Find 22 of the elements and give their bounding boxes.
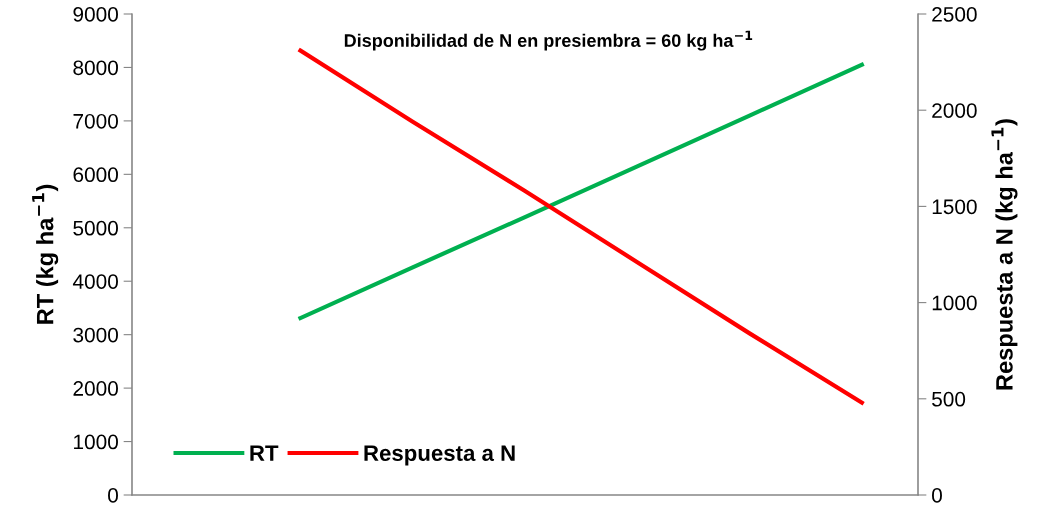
- legend-label: RT: [250, 445, 279, 461]
- y2-tick-label: 1500: [932, 199, 977, 215]
- y-tick-label: 1000: [74, 434, 118, 450]
- line-series: [298, 62, 864, 321]
- y2-tick-label: 1000: [932, 295, 977, 311]
- y-axis-title: RT (kg ha$^{−1}$): [32, 184, 59, 324]
- y-tick-label: 7000: [73, 113, 118, 129]
- y2-tick-label: 0: [932, 488, 942, 503]
- y-tick-label: 6000: [73, 167, 118, 183]
- y-tick-label: 0: [108, 488, 118, 503]
- y2-tick-label: 2500: [932, 7, 977, 22]
- legend-label: Respuesta a N: [364, 445, 515, 466]
- y-tick-label: 9000: [73, 7, 118, 22]
- y-tick-label: 2000: [73, 381, 118, 396]
- text: Disponibilidad de N en presiembra = 60 kg ha$^{−1}$: [344, 30, 753, 51]
- y-tick-label: 8000: [73, 60, 118, 76]
- y2-tick-label: 500: [932, 391, 966, 407]
- y-tick-label: 3000: [73, 327, 118, 343]
- y-tick-label: 5000: [73, 220, 118, 236]
- y2-axis-title: Respuesta a N (kg ha$^{−1}$): [991, 119, 1018, 390]
- y2-tick-label: 2000: [932, 103, 977, 118]
- y-tick-label: 4000: [72, 274, 118, 289]
